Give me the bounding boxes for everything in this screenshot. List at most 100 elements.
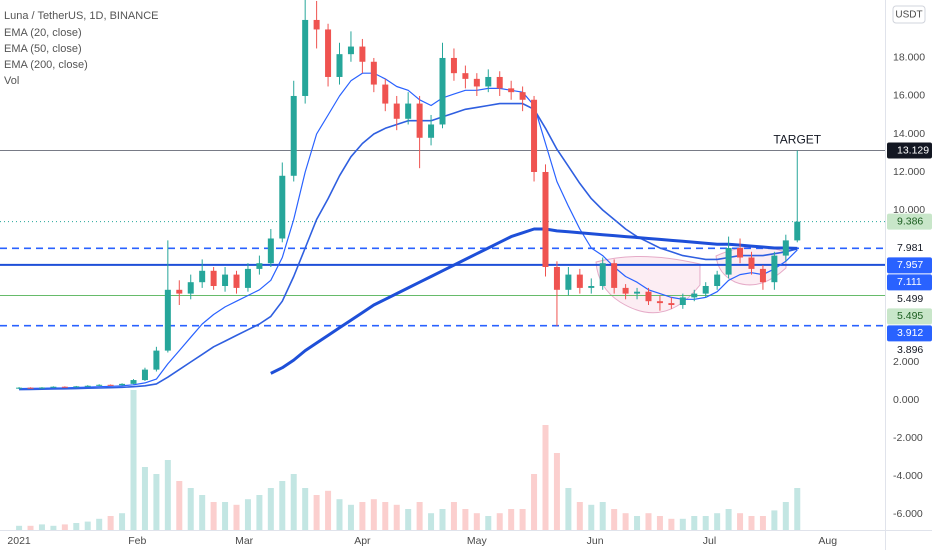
- volume-bar: [267, 488, 274, 530]
- candle-body: [370, 61, 377, 85]
- legend-entry: EMA (200, close): [4, 59, 88, 71]
- candle-body: [508, 88, 515, 93]
- candle-body: [187, 282, 194, 294]
- volume-bar: [508, 509, 515, 530]
- candle-body: [199, 270, 206, 283]
- volume-bar: [164, 460, 171, 530]
- candle-body: [290, 95, 297, 176]
- price-label-box: [887, 325, 932, 342]
- volume-bar: [84, 521, 91, 530]
- legend: Luna / TetherUS, 1D, BINANCE EMA (20, cl…: [4, 10, 158, 87]
- volume-bar: [450, 502, 457, 530]
- volume-bar: [473, 513, 480, 530]
- price-label: 5.499: [897, 293, 923, 305]
- volume-bar: [531, 474, 538, 530]
- candle-body: [622, 287, 629, 294]
- price-label-box: [887, 274, 932, 291]
- y-tick-label: 10.000: [893, 204, 925, 216]
- volume-bar: [439, 509, 446, 530]
- candle-body: [61, 386, 68, 388]
- currency-label[interactable]: USDT: [895, 10, 922, 21]
- y-tick-label: 0.000: [893, 394, 919, 406]
- price-label: 7.957: [897, 259, 923, 271]
- candle-body: [96, 384, 103, 386]
- candle-body: [565, 274, 572, 290]
- volume-bar: [542, 425, 549, 530]
- volume-bar: [27, 525, 34, 530]
- price-label-box: [887, 257, 932, 274]
- volume-bar: [393, 504, 400, 530]
- volume-bar: [702, 516, 709, 530]
- candle-body: [656, 301, 663, 304]
- candle-body: [496, 76, 503, 89]
- volume-bar: [519, 509, 526, 530]
- volume-bar: [210, 502, 217, 530]
- volume-bar: [714, 513, 721, 530]
- candle-body: [714, 274, 721, 286]
- volume-bar: [96, 518, 103, 530]
- candle-body: [611, 263, 618, 288]
- candle-body: [119, 383, 126, 386]
- price-label-box: [887, 142, 932, 159]
- x-tick-label: Mar: [235, 535, 254, 547]
- candle-body: [244, 268, 251, 288]
- volume-bar: [244, 499, 251, 530]
- y-tick-label: 14.000: [893, 128, 925, 140]
- volume-bar: [428, 513, 435, 530]
- volume-layer: [16, 390, 801, 530]
- candle-body: [691, 293, 698, 298]
- candle-body: [382, 84, 389, 104]
- volume-bar: [153, 474, 160, 530]
- annotation: TARGET: [773, 133, 821, 147]
- volume-bar: [336, 499, 343, 530]
- volume-bar: [645, 513, 652, 530]
- candle-body: [233, 274, 240, 288]
- y-tick-label: 16.000: [893, 90, 925, 102]
- y-tick-label: -4.000: [893, 470, 923, 482]
- candle-body: [542, 171, 549, 267]
- volume-bar: [119, 513, 126, 530]
- price-label-box: [887, 213, 932, 230]
- candle-body: [485, 76, 492, 87]
- candle-body: [336, 54, 343, 77]
- volume-bar: [759, 516, 766, 530]
- volume-bar: [16, 525, 23, 530]
- volume-bar: [199, 495, 206, 530]
- candle-body: [405, 103, 412, 119]
- volume-bar: [222, 502, 229, 530]
- volume-bar: [233, 504, 240, 530]
- candle-body: [176, 289, 183, 294]
- candle-body: [416, 103, 423, 138]
- volume-bar: [302, 488, 309, 530]
- y-tick-label: 2.000: [893, 356, 919, 368]
- candle-body: [737, 247, 744, 258]
- volume-bar: [622, 513, 629, 530]
- candle-body: [553, 266, 560, 290]
- volume-bar: [496, 513, 503, 530]
- candle-body: [153, 350, 160, 370]
- currency-box[interactable]: [892, 5, 926, 24]
- candle-body: [141, 369, 148, 381]
- candle-body: [313, 19, 320, 30]
- volume-bar: [599, 502, 606, 530]
- volume-bar: [656, 516, 663, 530]
- volume-bar: [290, 474, 297, 530]
- candle-body: [679, 297, 686, 306]
- candle-body: [450, 57, 457, 74]
- candle-body: [702, 285, 709, 294]
- candle-body: [439, 57, 446, 125]
- volume-bar: [462, 509, 469, 530]
- volume-bar: [130, 390, 137, 530]
- candle-body: [668, 303, 675, 306]
- candle-body: [50, 386, 57, 388]
- volume-bar: [576, 502, 583, 530]
- candle-body: [267, 238, 274, 264]
- candle-body: [462, 73, 469, 79]
- price-label: 7.111: [897, 276, 922, 288]
- candle-body: [325, 29, 332, 77]
- cup-shape: [595, 255, 701, 314]
- price-label: 7.981: [897, 242, 923, 254]
